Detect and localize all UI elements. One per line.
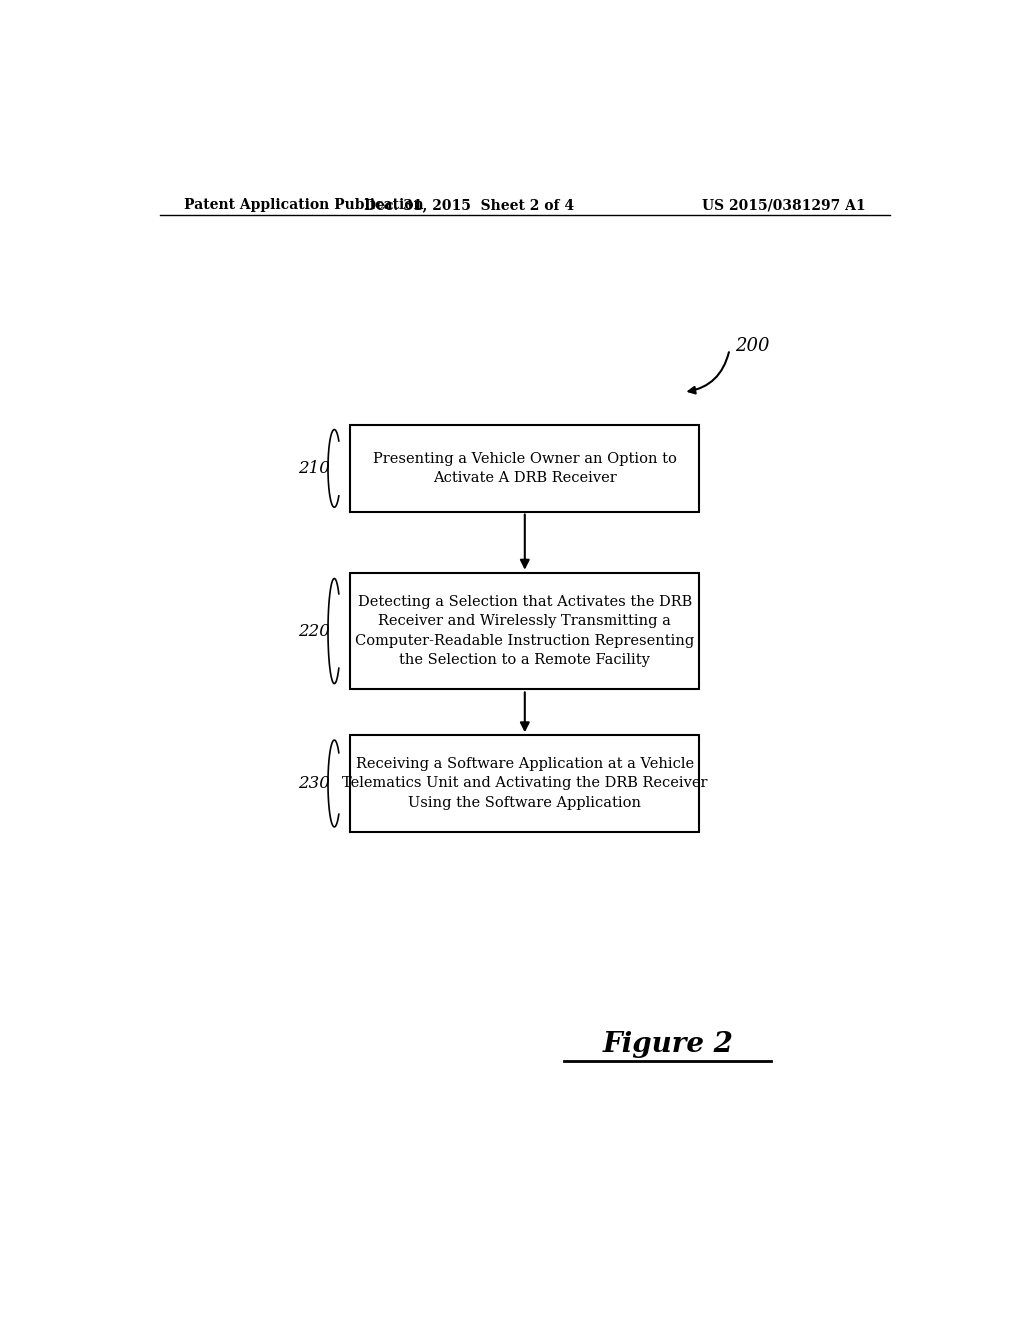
Text: 220: 220 — [298, 623, 331, 639]
Text: Dec. 31, 2015  Sheet 2 of 4: Dec. 31, 2015 Sheet 2 of 4 — [365, 198, 574, 213]
Text: 230: 230 — [298, 775, 331, 792]
Bar — [350, 573, 699, 689]
Text: Patent Application Publication: Patent Application Publication — [183, 198, 423, 213]
Bar — [350, 425, 699, 512]
Text: Figure 2: Figure 2 — [602, 1031, 733, 1057]
Text: 210: 210 — [298, 459, 331, 477]
Text: Receiving a Software Application at a Vehicle
Telematics Unit and Activating the: Receiving a Software Application at a Ve… — [342, 756, 708, 810]
Text: Detecting a Selection that Activates the DRB
Receiver and Wirelessly Transmittin: Detecting a Selection that Activates the… — [355, 595, 694, 668]
Bar — [350, 735, 699, 832]
Text: Presenting a Vehicle Owner an Option to
Activate A DRB Receiver: Presenting a Vehicle Owner an Option to … — [373, 451, 677, 486]
Text: 200: 200 — [735, 338, 770, 355]
Text: US 2015/0381297 A1: US 2015/0381297 A1 — [702, 198, 866, 213]
